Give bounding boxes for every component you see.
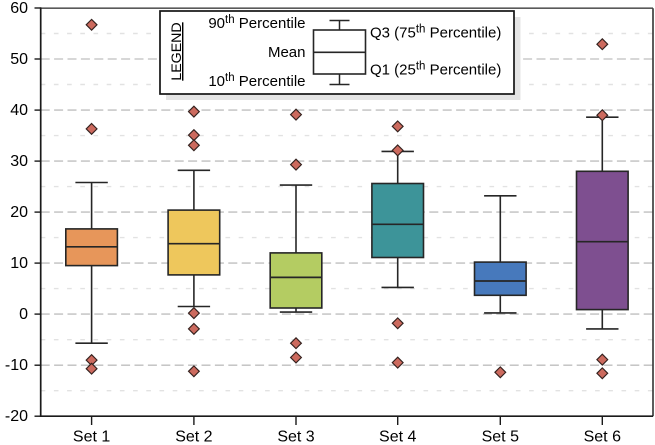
svg-text:50: 50 (10, 51, 28, 68)
svg-text:10th Percentile: 10th Percentile (208, 72, 305, 90)
svg-text:40: 40 (10, 102, 28, 119)
svg-text:Set 6: Set 6 (584, 428, 621, 445)
svg-text:LEGEND: LEGEND (169, 22, 185, 80)
svg-text:-20: -20 (5, 408, 28, 425)
svg-text:Set 1: Set 1 (73, 428, 110, 445)
svg-text:60: 60 (10, 0, 28, 17)
svg-text:Set 3: Set 3 (277, 428, 314, 445)
svg-text:Set 4: Set 4 (379, 428, 416, 445)
svg-text:90th Percentile: 90th Percentile (208, 14, 305, 32)
svg-text:30: 30 (10, 153, 28, 170)
svg-text:Mean: Mean (268, 44, 306, 61)
svg-text:20: 20 (10, 204, 28, 221)
svg-text:Q1 (25th Percentile): Q1 (25th Percentile) (370, 61, 501, 79)
svg-text:10: 10 (10, 255, 28, 272)
svg-text:Q3 (75th Percentile): Q3 (75th Percentile) (370, 24, 501, 42)
svg-text:Set 5: Set 5 (482, 428, 519, 445)
svg-text:-10: -10 (5, 357, 28, 374)
svg-text:Set 2: Set 2 (175, 428, 212, 445)
svg-text:0: 0 (19, 306, 28, 323)
